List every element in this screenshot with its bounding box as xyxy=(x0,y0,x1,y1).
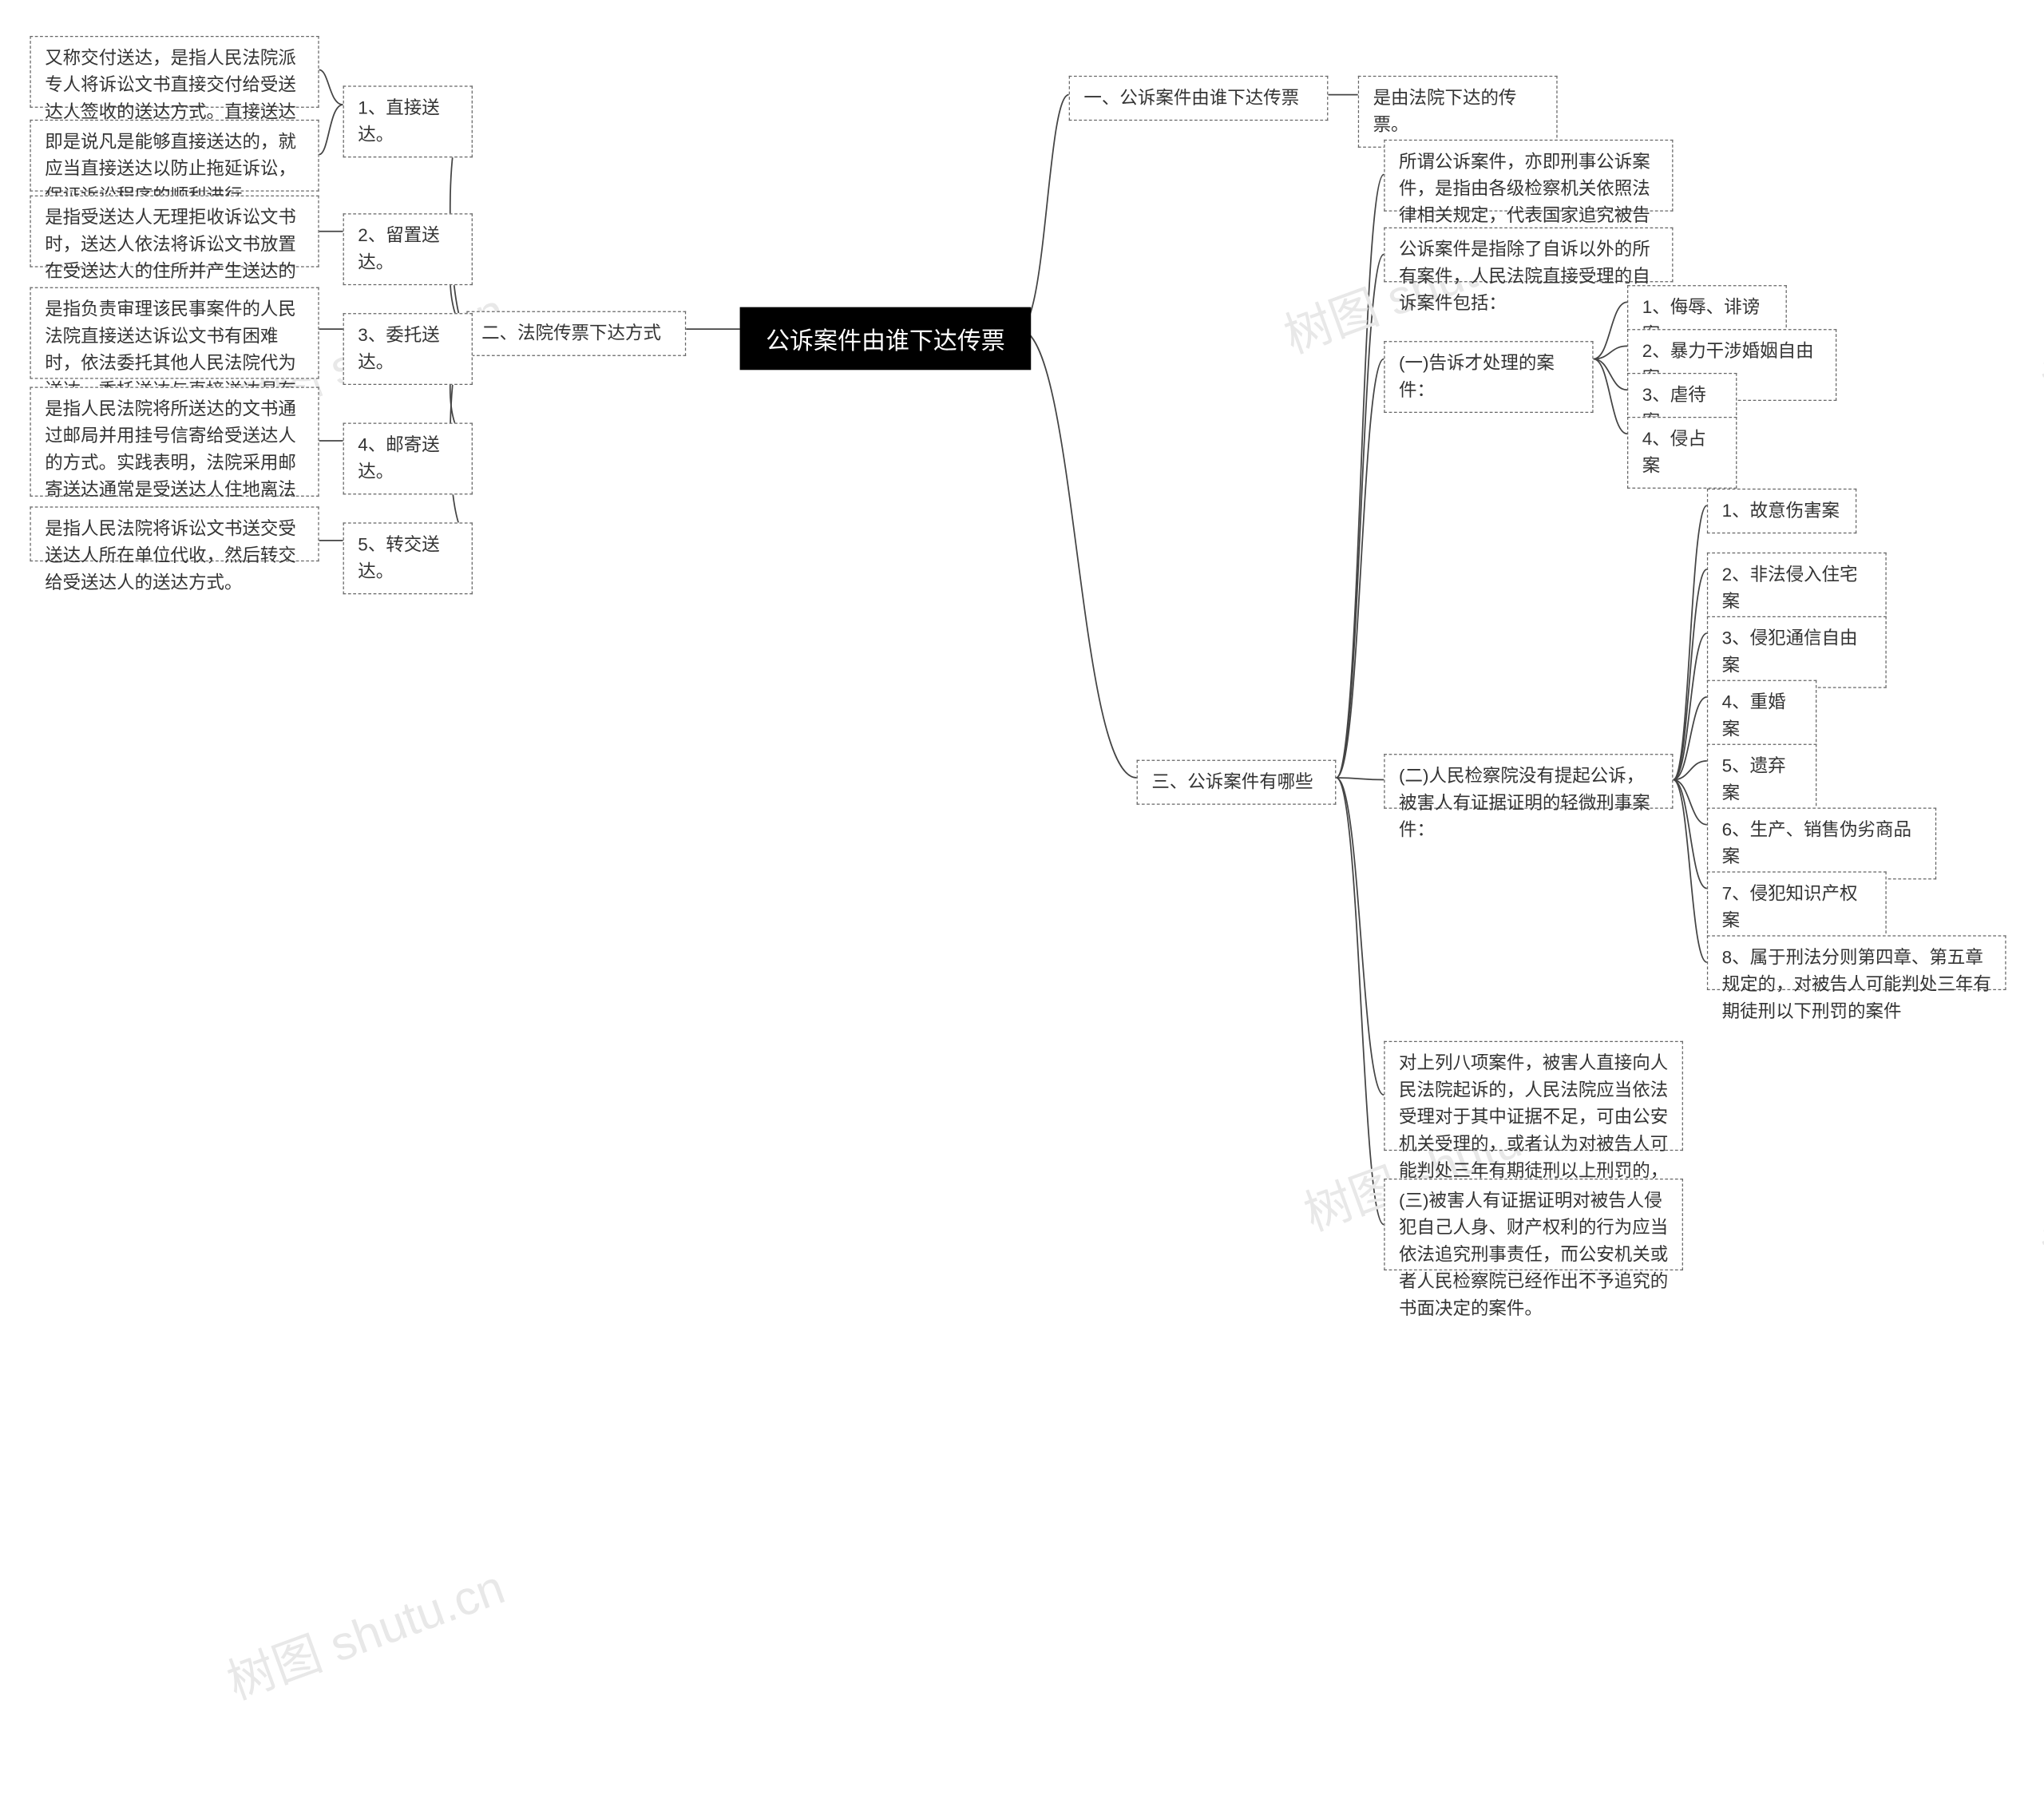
branch-2-item-label: 1、直接送达。 xyxy=(343,85,473,157)
branch-3-cat-b-item: 5、遗弃案 xyxy=(1707,744,1816,816)
branch-2-item-desc: 是指负责审理该民事案件的人民法院直接送达诉讼文书有困难时，依法委托其他人民法院代… xyxy=(30,287,319,379)
branch-3-cat-a-item: 4、侵占案 xyxy=(1627,417,1737,489)
branch-2-item-desc: 即是说凡是能够直接送达的，就应当直接送达以防止拖延诉讼，保证诉讼程序的顺利进行。 xyxy=(30,120,319,192)
branch-2-item-desc: 又称交付送达，是指人民法院派专人将诉讼文书直接交付给受送达人签收的送达方式。直接… xyxy=(30,36,319,108)
branch-3-cat-b-item: 6、生产、销售伪劣商品案 xyxy=(1707,808,1936,880)
branch-3-cat-b-item: 1、故意伤害案 xyxy=(1707,489,1856,533)
watermark: 树图 shutu.cn xyxy=(2031,252,2044,416)
branch-3-cat-b-note: 对上列八项案件，被害人直接向人民法院起诉的，人民法院应当依法受理对于其中证据不足… xyxy=(1384,1041,1683,1151)
branch-3-cat-b-item: 4、重婚案 xyxy=(1707,680,1816,752)
watermark: 树图 shutu.cn xyxy=(216,1548,513,1713)
branch-3-cat-b-item: 3、侵犯通信自由案 xyxy=(1707,616,1887,688)
watermark: 树图 shutu.cn xyxy=(2031,1119,2044,1284)
branch-1-title: 一、公诉案件由谁下达传票 xyxy=(1069,76,1329,121)
branch-1-desc: 是由法院下达的传票。 xyxy=(1358,76,1558,148)
branch-2-item-desc: 是指人民法院将所送达的文书通过邮局并用挂号信寄给受送达人的方式。实践表明，法院采… xyxy=(30,387,319,497)
branch-3-title: 三、公诉案件有哪些 xyxy=(1137,760,1337,805)
branch-2-item-desc: 是指受送达人无理拒收诉讼文书时，送达人依法将诉讼文书放置在受送达人的住所并产生送… xyxy=(30,196,319,267)
branch-2-item-label: 3、委托送达。 xyxy=(343,313,473,385)
branch-3-cat-b-item: 8、属于刑法分则第四章、第五章规定的，对被告人可能判处三年有期徒刑以下刑罚的案件 xyxy=(1707,935,2006,990)
branch-3-cat-b: (二)人民检察院没有提起公诉，被害人有证据证明的轻微刑事案件： xyxy=(1384,754,1673,809)
branch-3-cat-b-item: 2、非法侵入住宅案 xyxy=(1707,553,1887,624)
branch-3-intro-1: 所谓公诉案件，亦即刑事公诉案件，是指由各级检察机关依照法律相关规定，代表国家追究… xyxy=(1384,140,1673,212)
branch-3-cat-a: (一)告诉才处理的案件： xyxy=(1384,341,1593,413)
branch-2-item-desc: 是指人民法院将诉讼文书送交受送达人所在单位代收，然后转交给受送达人的送达方式。 xyxy=(30,506,319,561)
root-node: 公诉案件由谁下达传票 xyxy=(740,307,1032,371)
branch-2-item-label: 5、转交送达。 xyxy=(343,522,473,594)
branch-2-item-label: 2、留置送达。 xyxy=(343,213,473,285)
branch-3-intro-2: 公诉案件是指除了自诉以外的所有案件，人民法院直接受理的自诉案件包括： xyxy=(1384,228,1673,283)
branch-3-cat-c: (三)被害人有证据证明对被告人侵犯自己人身、财产权利的行为应当依法追究刑事责任，… xyxy=(1384,1179,1683,1270)
branch-3-cat-b-item: 7、侵犯知识产权案 xyxy=(1707,871,1887,943)
branch-2-item-label: 4、邮寄送达。 xyxy=(343,422,473,494)
branch-2-title: 二、法院传票下达方式 xyxy=(466,311,686,356)
